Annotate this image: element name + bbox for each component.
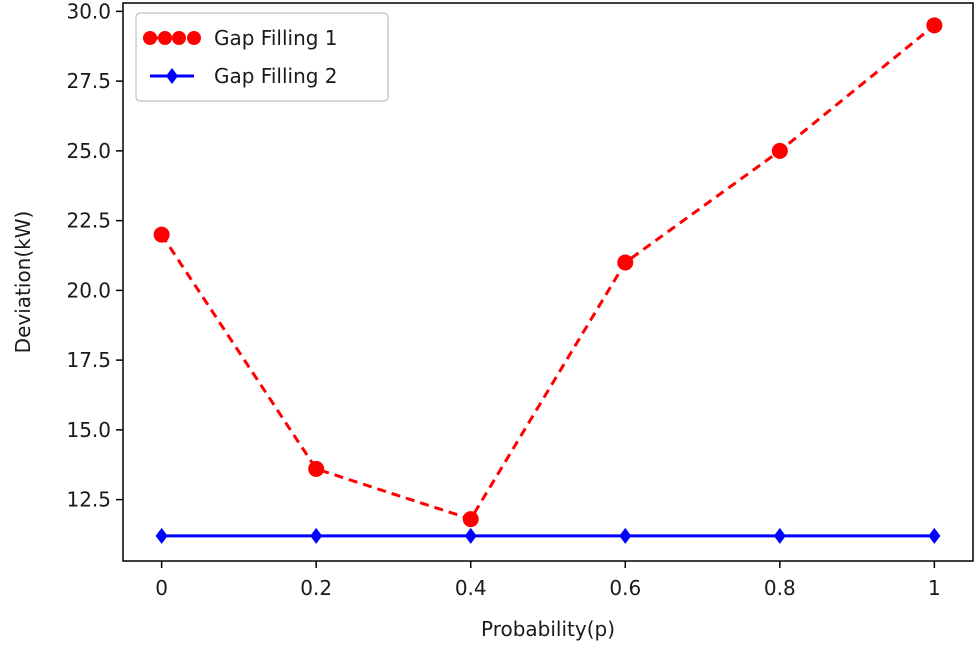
series-line-gap-filling-1 bbox=[160, 24, 936, 521]
x-tick-label: 0.4 bbox=[455, 576, 487, 600]
data-point-gap-filling-2 bbox=[928, 527, 941, 544]
y-tick-label: 12.5 bbox=[66, 488, 111, 512]
legend-marker-gap-filling-1 bbox=[172, 31, 186, 45]
plot-frame bbox=[122, 2, 974, 562]
y-tick-label: 25.0 bbox=[66, 139, 111, 163]
legend-entry-gap-filling-2: Gap Filling 2 bbox=[150, 64, 338, 88]
legend-marker-gap-filling-1 bbox=[187, 31, 201, 45]
y-tick-label: 20.0 bbox=[66, 278, 111, 302]
y-axis-label: Deviation(kW) bbox=[11, 211, 35, 354]
data-point-gap-filling-2 bbox=[464, 527, 477, 544]
data-point-gap-filling-2 bbox=[155, 527, 168, 544]
legend-entry-gap-filling-1: Gap Filling 1 bbox=[143, 26, 338, 50]
y-tick-label: 17.5 bbox=[66, 348, 111, 372]
legend-label-gap-filling-1: Gap Filling 1 bbox=[214, 26, 338, 50]
data-point-gap-filling-1 bbox=[617, 254, 634, 271]
series-layer bbox=[153, 17, 943, 544]
x-tick-label: 0.2 bbox=[300, 576, 332, 600]
data-point-gap-filling-1 bbox=[153, 226, 170, 243]
y-tick-label: 27.5 bbox=[66, 69, 111, 93]
data-point-gap-filling-2 bbox=[619, 527, 632, 544]
legend-marker-gap-filling-1 bbox=[158, 31, 172, 45]
legend: Gap Filling 1 Gap Filling 2 bbox=[135, 12, 389, 102]
y-axis-ticks: 12.5 15.0 17.5 20.0 22.5 25.0 27.5 30.0 bbox=[66, 0, 123, 512]
y-tick-label: 15.0 bbox=[66, 418, 111, 442]
y-tick-label: 22.5 bbox=[66, 209, 111, 233]
legend-marker-gap-filling-2 bbox=[166, 68, 178, 84]
data-point-gap-filling-2 bbox=[773, 527, 786, 544]
x-tick-label: 0 bbox=[155, 576, 168, 600]
data-point-gap-filling-1 bbox=[308, 460, 325, 477]
x-tick-label: 0.6 bbox=[609, 576, 641, 600]
legend-marker-gap-filling-1 bbox=[143, 31, 157, 45]
y-tick-label: 30.0 bbox=[66, 0, 111, 23]
legend-label-gap-filling-2: Gap Filling 2 bbox=[214, 64, 338, 88]
data-point-gap-filling-1 bbox=[926, 17, 943, 34]
data-point-gap-filling-1 bbox=[771, 142, 788, 159]
x-tick-label: 0.8 bbox=[764, 576, 796, 600]
data-point-gap-filling-1 bbox=[462, 511, 479, 528]
x-axis-label: Probability(p) bbox=[481, 617, 615, 641]
x-axis-ticks: 0 0.2 0.4 0.6 0.8 1 bbox=[155, 561, 941, 600]
x-tick-label: 1 bbox=[928, 576, 941, 600]
data-point-gap-filling-2 bbox=[310, 527, 323, 544]
